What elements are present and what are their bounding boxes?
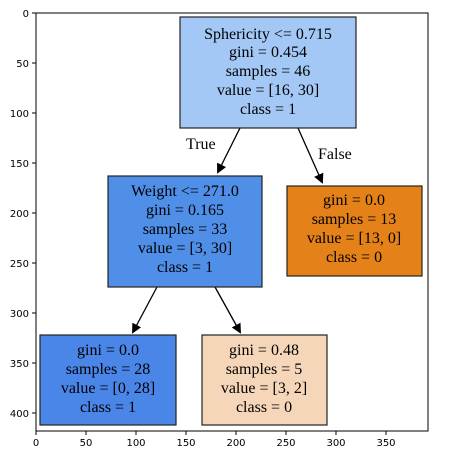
node-line: gini = 0.165	[146, 202, 224, 219]
tree-node-left-left: gini = 0.0 samples = 28 value = [0, 28] …	[39, 334, 177, 426]
y-tick-label: 100	[10, 109, 29, 120]
tree-node-root: Sphericity <= 0.715 gini = 0.454 samples…	[179, 16, 357, 129]
y-tick-label: 50	[16, 59, 29, 70]
node-box	[39, 334, 177, 426]
edge-root-to-right	[297, 127, 324, 184]
node-line: gini = 0.454	[229, 44, 307, 61]
edge-label-false: False	[318, 146, 352, 163]
x-tick-label: 100	[126, 438, 145, 449]
node-line: class = 1	[80, 399, 136, 416]
y-tick-label: 250	[10, 259, 29, 270]
y-tick-label: 0	[23, 9, 29, 20]
node-line: value = [16, 30]	[217, 82, 319, 99]
node-line: samples = 33	[143, 221, 228, 238]
y-tick-label: 200	[10, 209, 29, 220]
node-box	[201, 334, 328, 426]
node-box	[286, 185, 423, 277]
node-line: class = 1	[157, 259, 213, 276]
node-line: gini = 0.0	[77, 342, 139, 359]
x-tick-label: 300	[326, 438, 345, 449]
node-line: class = 1	[240, 101, 296, 118]
x-tick-label: 50	[80, 438, 93, 449]
y-tick-label: 350	[10, 359, 29, 370]
tree-edges	[132, 127, 324, 334]
node-line: class = 0	[326, 249, 382, 266]
node-line: samples = 28	[66, 361, 151, 378]
tree-node-right: gini = 0.0 samples = 13 value = [13, 0] …	[286, 185, 423, 277]
node-line: Sphericity <= 0.715	[204, 26, 332, 43]
edge-label-true: True	[186, 136, 216, 153]
edge-left-to-left-right	[214, 286, 241, 334]
x-axis: 0 50 100 150 200 250 300 350	[33, 431, 396, 449]
node-line: value = [13, 0]	[307, 230, 401, 247]
node-line: value = [3, 2]	[221, 380, 307, 397]
edge-root-to-left	[217, 127, 241, 174]
node-line: Weight <= 271.0	[131, 183, 239, 200]
y-tick-label: 300	[10, 309, 29, 320]
node-line: samples = 46	[226, 63, 311, 80]
x-tick-label: 250	[276, 438, 295, 449]
node-line: class = 0	[236, 399, 292, 416]
y-axis: 0 50 100 150 200 250 300 350 400	[10, 9, 36, 420]
node-box	[107, 175, 263, 288]
x-tick-label: 0	[33, 438, 39, 449]
node-line: gini = 0.0	[323, 192, 385, 209]
x-tick-label: 150	[176, 438, 195, 449]
tree-node-left-right: gini = 0.48 samples = 5 value = [3, 2] c…	[201, 334, 328, 426]
tree-node-left: Weight <= 271.0 gini = 0.165 samples = 3…	[107, 175, 263, 288]
node-line: gini = 0.48	[229, 342, 299, 359]
node-line: value = [3, 30]	[138, 240, 232, 257]
y-tick-label: 400	[10, 409, 29, 420]
edge-left-to-left-left	[132, 286, 158, 334]
y-tick-label: 150	[10, 159, 29, 170]
node-line: value = [0, 28]	[61, 380, 155, 397]
node-line: samples = 5	[226, 361, 303, 378]
node-box	[179, 16, 357, 129]
x-tick-label: 350	[376, 438, 395, 449]
x-tick-label: 200	[226, 438, 245, 449]
node-line: samples = 13	[312, 211, 397, 228]
